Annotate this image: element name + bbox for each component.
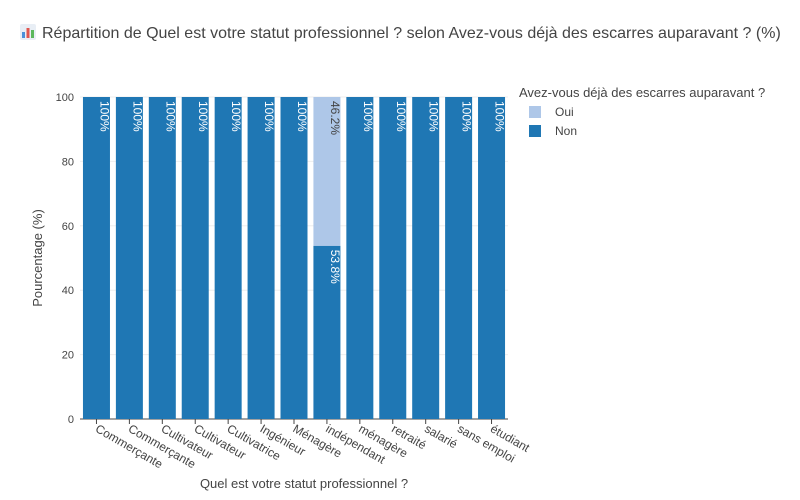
x-axis-title: Quel est votre statut professionnel ? [200,476,408,491]
bar-non [478,97,506,419]
bar-non [214,97,242,419]
y-tick-label: 80 [62,156,74,168]
bar-data-label: 100% [361,101,375,132]
chart-title: Répartition de Quel est votre statut pro… [20,24,781,43]
bar-non [115,97,143,419]
bar-non [445,97,473,419]
bar-non [247,97,275,419]
bar-data-label: 53.8% [328,250,342,284]
bar-data-label: 100% [130,101,144,132]
bar-data-label: 100% [394,101,408,132]
bar-chart-icon [20,24,36,40]
bar-non [313,245,341,419]
legend-swatch-oui [529,106,541,118]
bar-non [181,97,209,419]
y-tick-label: 60 [62,221,74,233]
y-tick-label: 100 [56,92,74,104]
y-tick-label: 40 [62,285,74,297]
legend-label-non: Non [555,124,577,138]
y-tick-label: 0 [68,414,74,426]
bar-data-label: 46.2% [328,101,342,135]
bar-data-label: 100% [196,101,210,132]
bar-oui [313,97,341,246]
bar-data-label: 100% [295,101,309,132]
bar-data-label: 100% [460,101,474,132]
y-axis-title: Pourcentage (%) [30,209,45,307]
legend-title: Avez-vous déjà des escarres auparavant ? [519,85,765,100]
bar-data-label: 100% [97,101,111,132]
bar-data-label: 100% [163,101,177,132]
legend-label-oui: Oui [555,105,574,119]
bar-non [412,97,440,419]
bar-non [379,97,407,419]
bar-data-label: 100% [427,101,441,132]
x-tick-label: salarié [422,421,460,451]
bar-data-label: 100% [262,101,276,132]
bar-data-label: 100% [493,101,507,132]
y-tick-label: 20 [62,350,74,362]
legend-swatch-non [529,125,541,137]
bar-non [280,97,308,419]
bar-non [148,97,176,419]
bar-non [346,97,374,419]
chart-title-text: Répartition de Quel est votre statut pro… [42,25,781,42]
bar-data-label: 100% [229,101,243,132]
bar-non [82,97,110,419]
